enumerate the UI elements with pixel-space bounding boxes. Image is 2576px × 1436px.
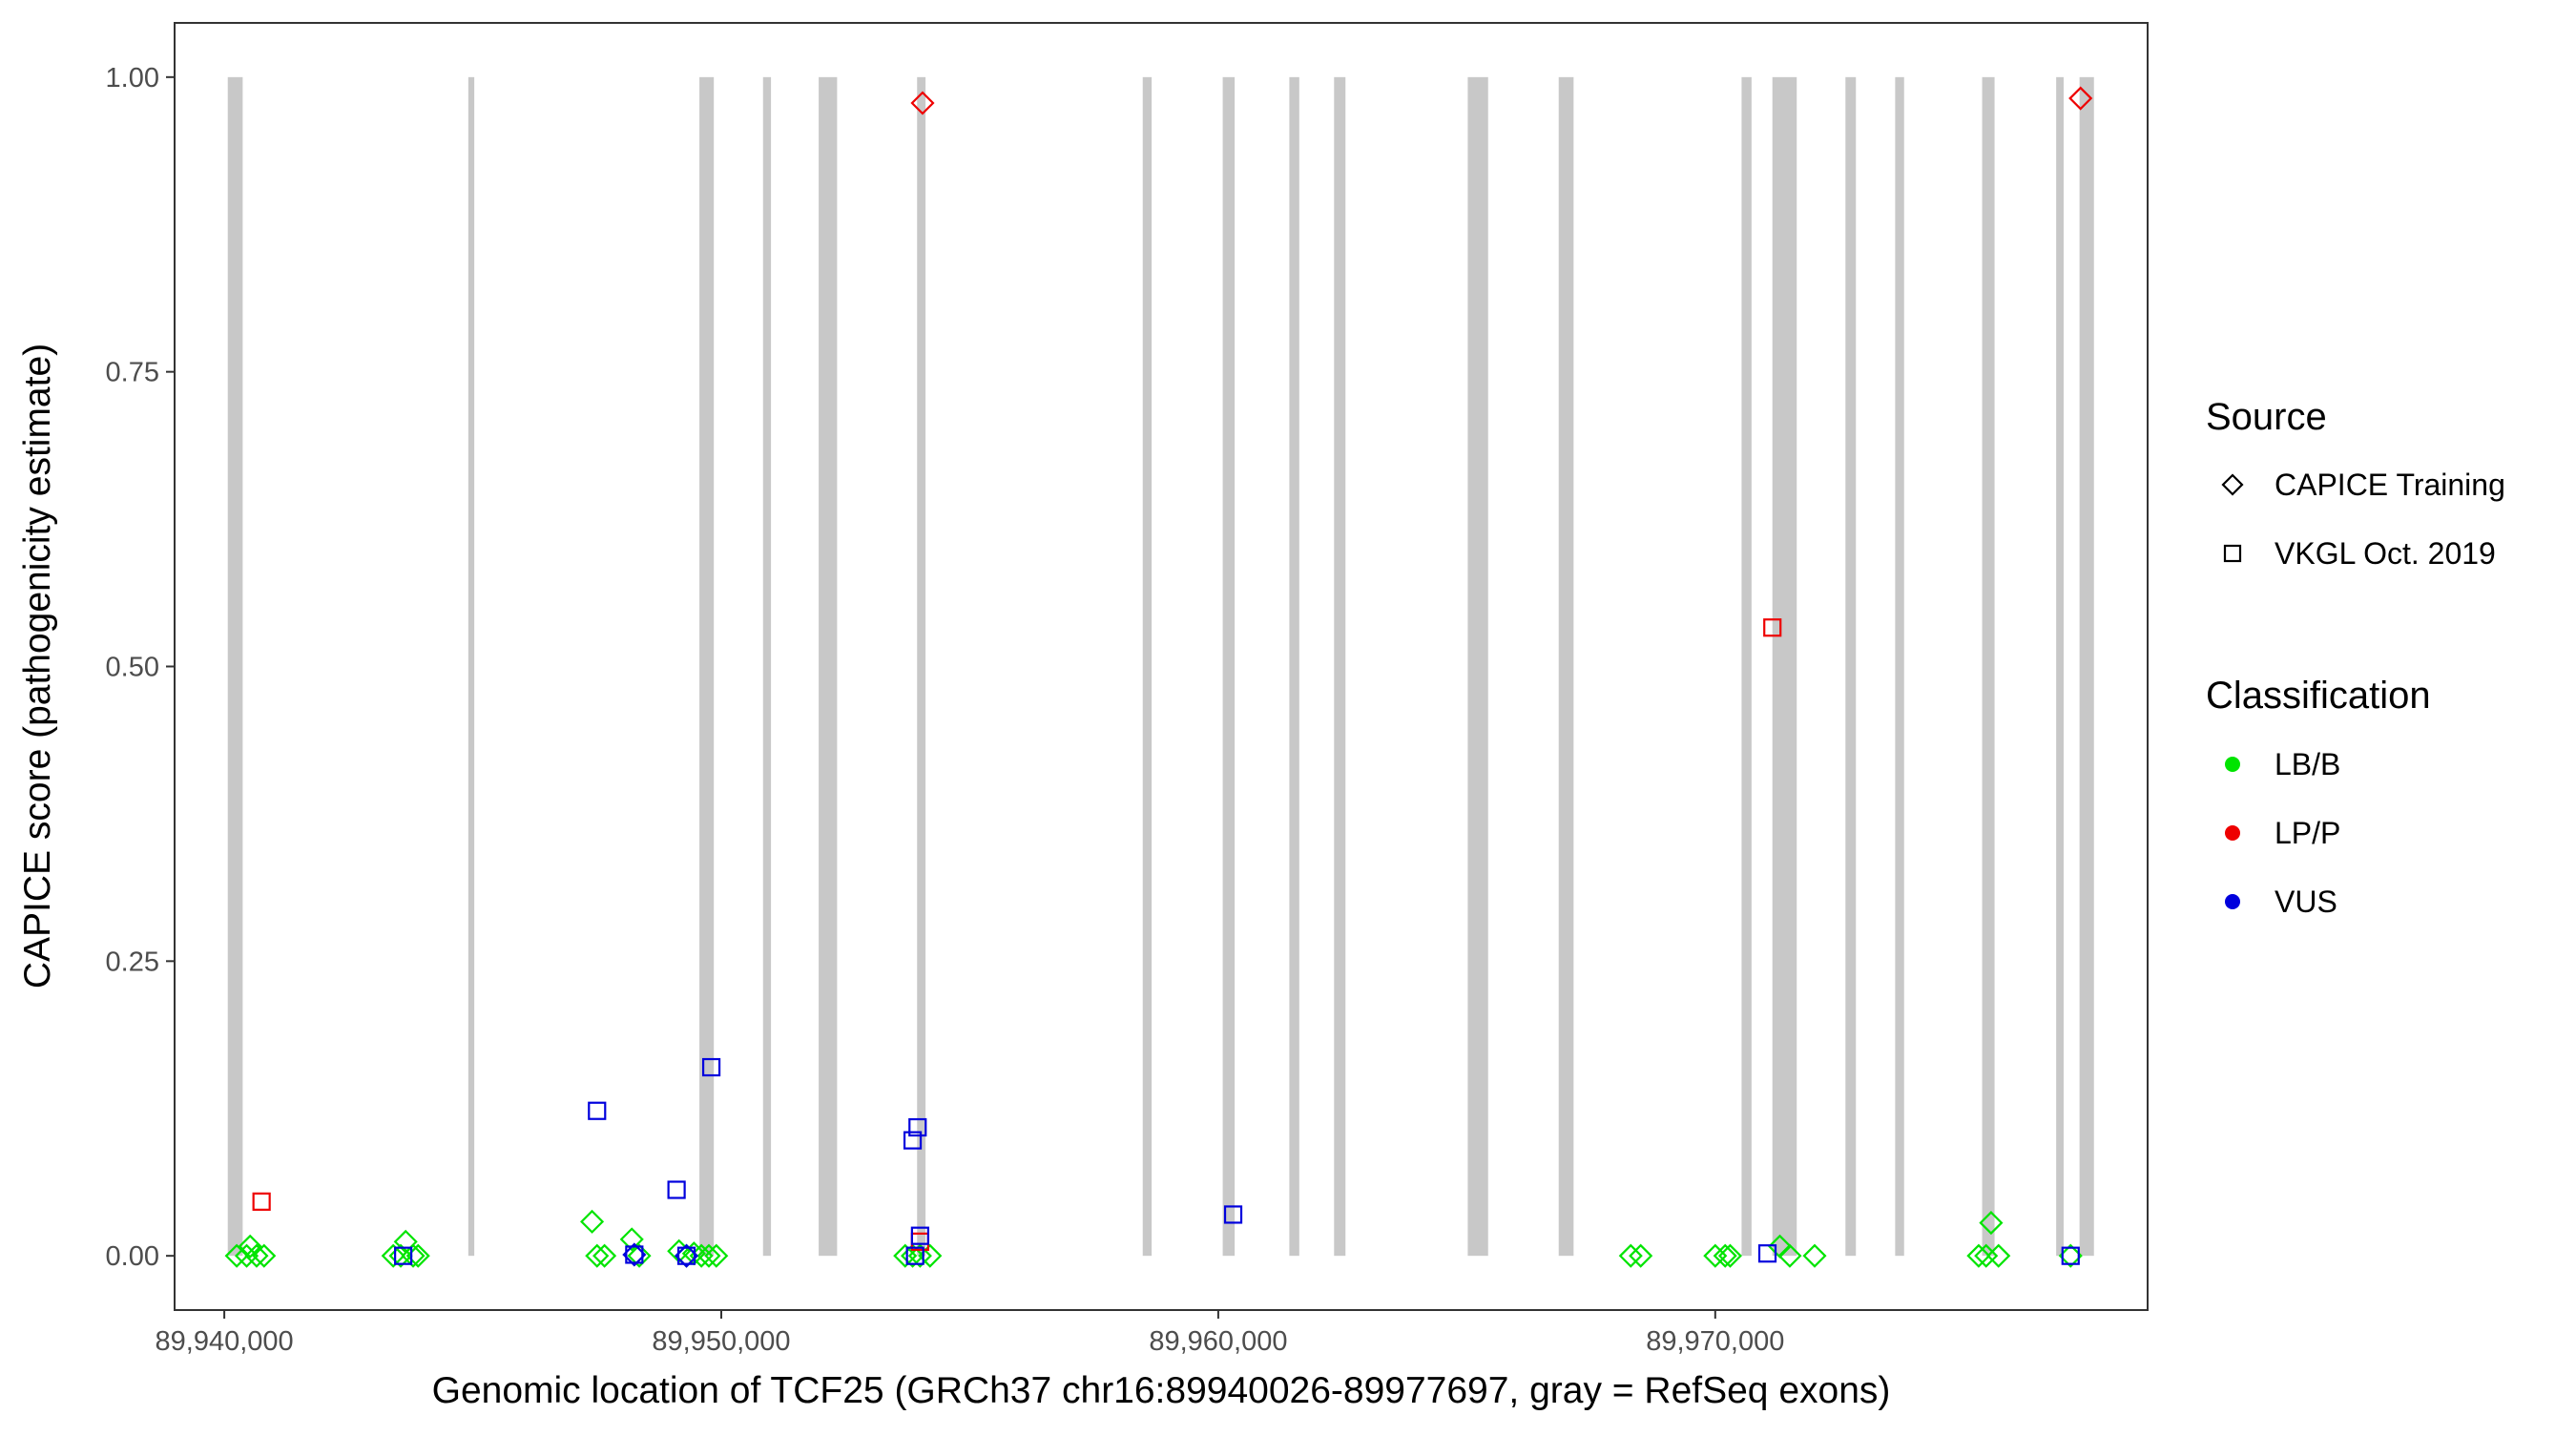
- data-point-square: [588, 1101, 607, 1120]
- legend-source-title: Source: [2206, 396, 2327, 438]
- data-point-diamond: [1629, 1243, 1653, 1268]
- exon-band: [819, 76, 838, 1257]
- exon-band: [2079, 76, 2094, 1257]
- exon-band: [1558, 76, 1574, 1257]
- exon-band: [227, 76, 243, 1257]
- data-point-square: [394, 1246, 413, 1265]
- data-point-diamond: [1974, 1243, 1999, 1268]
- data-point-square: [2061, 1246, 2080, 1265]
- exon-band: [1772, 76, 1797, 1257]
- exon-band: [1895, 76, 1904, 1257]
- exon-band: [762, 76, 772, 1257]
- legend-source-entries: CAPICE Training VKGL Oct. 2019: [2221, 468, 2505, 571]
- legend-key-square: [2223, 544, 2242, 563]
- exon-band: [1142, 76, 1153, 1257]
- y-tick-label: 0.75: [106, 358, 159, 388]
- exon-band: [1222, 76, 1236, 1257]
- data-point-square: [252, 1192, 271, 1211]
- data-point-diamond: [696, 1243, 721, 1268]
- data-point-diamond: [1717, 1243, 1742, 1268]
- legend-classification-entries: LB/B LP/P VUS: [2225, 747, 2340, 919]
- data-point-square: [1223, 1205, 1243, 1224]
- data-point-diamond: [2068, 86, 2093, 111]
- data-point-diamond: [592, 1243, 617, 1268]
- data-point-square: [1757, 1244, 1777, 1263]
- data-point-diamond: [2058, 1243, 2083, 1268]
- data-point-diamond: [1802, 1243, 1827, 1268]
- data-point-diamond: [224, 1243, 249, 1268]
- exon-band: [1467, 76, 1488, 1257]
- data-point-diamond: [1618, 1243, 1643, 1268]
- data-point-square: [676, 1246, 696, 1265]
- data-point-diamond: [627, 1243, 652, 1268]
- legend: Source CAPICE Training VKGL Oct. 2019 Cla…: [2206, 396, 2505, 919]
- data-point-diamond: [704, 1243, 729, 1268]
- legend-classification-label: VUS: [2275, 884, 2337, 919]
- data-point-square: [667, 1180, 686, 1199]
- data-points: [224, 86, 2093, 1268]
- data-point-diamond: [1713, 1243, 1737, 1268]
- data-point-diamond: [1966, 1243, 1991, 1268]
- data-point-diamond: [1979, 1211, 2004, 1236]
- data-point-square: [908, 1117, 927, 1137]
- y-tick-label: 0.25: [106, 947, 159, 977]
- data-point-diamond: [1777, 1243, 1802, 1268]
- legend-key-dot: [2225, 894, 2240, 909]
- legend-source-label: CAPICE Training: [2275, 468, 2505, 502]
- y-axis-title: CAPICE score (pathogenicity estimate): [17, 343, 58, 989]
- legend-key-diamond: [2221, 473, 2244, 496]
- data-point-square: [903, 1131, 923, 1150]
- exon-band: [467, 76, 475, 1257]
- data-point-diamond: [910, 91, 935, 115]
- data-point-diamond: [252, 1243, 277, 1268]
- y-tick-label: 0.00: [106, 1241, 159, 1272]
- x-axis-title: Genomic location of TCF25 (GRCh37 chr16:…: [432, 1370, 1891, 1411]
- data-point-diamond: [622, 1242, 647, 1267]
- data-point-diamond: [1986, 1243, 2011, 1268]
- data-point-diamond: [381, 1243, 405, 1268]
- exon-bands: [227, 76, 2094, 1257]
- exon-band: [917, 76, 926, 1257]
- data-point-diamond: [388, 1243, 413, 1268]
- data-point-square: [625, 1245, 644, 1264]
- data-point-square: [701, 1057, 721, 1077]
- data-point-diamond: [585, 1243, 610, 1268]
- data-point-diamond: [401, 1243, 426, 1268]
- legend-classification-title: Classification: [2206, 675, 2431, 717]
- data-point-diamond: [907, 1243, 932, 1268]
- y-tick-label: 1.00: [106, 63, 159, 94]
- legend-source-label: VKGL Oct. 2019: [2275, 536, 2496, 571]
- x-tick-label: 89,950,000: [652, 1326, 790, 1357]
- data-point-diamond: [619, 1227, 644, 1252]
- data-point-diamond: [244, 1243, 269, 1268]
- data-point-square: [910, 1226, 929, 1245]
- data-point-diamond: [674, 1243, 699, 1268]
- legend-key-dot: [2225, 825, 2240, 841]
- exon-band: [1334, 76, 1346, 1257]
- exon-band: [1289, 76, 1299, 1257]
- data-point-diamond: [580, 1209, 605, 1234]
- data-point-square: [905, 1246, 924, 1265]
- x-tick-label: 89,970,000: [1646, 1326, 1784, 1357]
- data-point-diamond: [900, 1243, 925, 1268]
- y-tick-label: 0.50: [106, 653, 159, 683]
- x-tick-label: 89,940,000: [156, 1326, 294, 1357]
- exon-band: [1741, 76, 1752, 1257]
- exon-band: [699, 76, 715, 1257]
- exon-band: [2056, 76, 2064, 1257]
- exon-band: [1982, 76, 1995, 1257]
- axes: 0.00 0.25 0.50 0.75 1.00 89,940,000 89,950,000…: [106, 63, 1785, 1357]
- x-tick-label: 89,960,000: [1149, 1326, 1287, 1357]
- legend-key-dot: [2225, 757, 2240, 772]
- data-point-square: [1763, 618, 1782, 637]
- exon-band: [1845, 76, 1857, 1257]
- legend-classification-label: LB/B: [2275, 747, 2340, 781]
- legend-classification-label: LP/P: [2275, 816, 2340, 850]
- data-point-diamond: [238, 1234, 262, 1259]
